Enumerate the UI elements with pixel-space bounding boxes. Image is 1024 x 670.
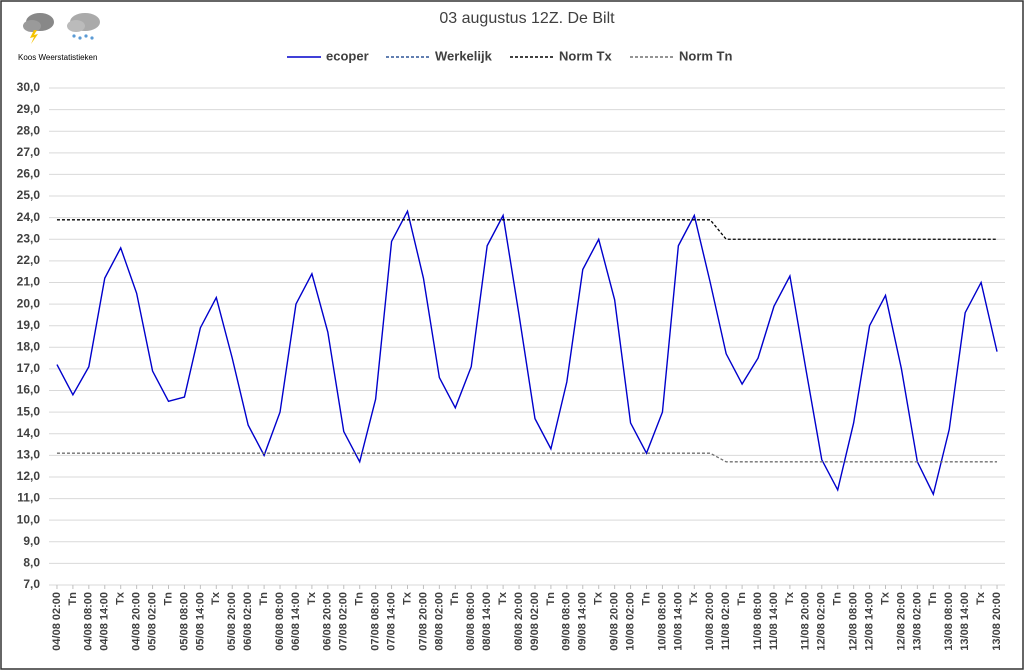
x-tick-label: Tn [640, 592, 652, 606]
y-tick-label: 22,0 [17, 253, 41, 267]
y-tick-label: 24,0 [17, 210, 41, 224]
legend-label: Norm Tn [679, 48, 733, 63]
y-tick-label: 9,0 [23, 534, 40, 548]
logo-text: Koos Weerstatistieken [18, 53, 97, 62]
x-tick-label: Tn [736, 592, 748, 606]
chart-title: 03 augustus 12Z. De Bilt [439, 10, 615, 27]
x-tick-label: Tx [306, 591, 318, 605]
x-tick-label: 11/08 14:00 [768, 592, 780, 650]
x-tick-label: 09/08 08:00 [561, 592, 573, 651]
x-tick-label: 11/08 20:00 [800, 592, 812, 650]
x-tick-label: Tx [688, 591, 700, 605]
legend-label: Werkelijk [435, 48, 493, 63]
x-tick-label: Tx [115, 591, 127, 605]
x-tick-label: Tx [401, 591, 413, 605]
x-tick-label: 08/08 14:00 [481, 592, 493, 651]
x-tick-label: 13/08 20:00 [991, 592, 1003, 651]
x-tick-label: 07/08 02:00 [338, 592, 350, 651]
x-tick-label: 11/08 08:00 [752, 592, 764, 650]
y-tick-label: 8,0 [23, 556, 40, 570]
x-tick-label: 11/08 02:00 [720, 592, 732, 650]
x-tick-label: Tn [162, 592, 174, 606]
x-tick-label: 05/08 02:00 [146, 592, 158, 651]
legend-label: ecoper [326, 48, 369, 63]
x-tick-label: 13/08 02:00 [911, 592, 923, 651]
y-tick-label: 19,0 [17, 318, 41, 332]
x-tick-label: Tn [545, 592, 557, 606]
x-tick-label: 09/08 14:00 [577, 592, 589, 651]
x-tick-label: Tx [975, 591, 987, 605]
x-tick-label: 06/08 14:00 [290, 592, 302, 651]
y-tick-label: 28,0 [17, 123, 41, 137]
y-tick-label: 23,0 [17, 231, 41, 245]
y-tick-label: 29,0 [17, 102, 41, 116]
x-tick-label: 05/08 08:00 [178, 592, 190, 651]
series-line [56, 209, 998, 497]
x-tick-label: Tn [927, 592, 939, 606]
x-tick-label: Tx [593, 591, 605, 605]
x-tick-label: 07/08 20:00 [417, 592, 429, 651]
x-tick-label: 08/08 20:00 [513, 592, 525, 651]
y-tick-label: 15,0 [17, 404, 41, 418]
y-tick-label: 21,0 [17, 275, 41, 289]
y-tick-label: 30,0 [17, 80, 41, 94]
y-tick-label: 20,0 [17, 296, 41, 310]
y-tick-label: 7,0 [23, 577, 40, 591]
x-tick-label: 12/08 14:00 [863, 592, 875, 651]
x-tick-label: Tn [449, 592, 461, 606]
y-tick-label: 11,0 [17, 491, 40, 505]
y-tick-label: 17,0 [17, 361, 41, 375]
x-tick-label: 06/08 20:00 [322, 592, 334, 651]
y-tick-label: 18,0 [17, 339, 41, 353]
x-tick-label: Tx [210, 591, 222, 605]
series-line [56, 219, 998, 240]
x-tick-label: Tx [879, 591, 891, 605]
y-tick-label: 26,0 [17, 167, 41, 181]
x-tick-label: 05/08 14:00 [194, 592, 206, 651]
x-tick-label: 04/08 14:00 [99, 592, 111, 651]
x-tick-label: 13/08 14:00 [959, 592, 971, 651]
x-tick-label: 08/08 02:00 [433, 592, 445, 651]
y-tick-label: 10,0 [17, 512, 41, 526]
x-tick-label: 13/08 08:00 [943, 592, 955, 651]
x-tick-label: 04/08 08:00 [83, 592, 95, 651]
x-tick-label: 09/08 20:00 [609, 592, 621, 651]
x-tick-label: 05/08 20:00 [226, 592, 238, 651]
x-tick-label: 09/08 02:00 [529, 592, 541, 651]
series-line [56, 452, 998, 463]
x-tick-label: 08/08 08:00 [465, 592, 477, 651]
y-tick-label: 12,0 [17, 469, 41, 483]
x-tick-label: 06/08 08:00 [274, 592, 286, 651]
x-tick-label: 07/08 14:00 [385, 592, 397, 651]
y-tick-label: 13,0 [17, 448, 41, 462]
x-tick-label: Tn [832, 592, 844, 606]
x-tick-label: 10/08 20:00 [704, 592, 716, 651]
x-tick-label: 06/08 02:00 [242, 592, 254, 651]
x-tick-label: 10/08 14:00 [672, 592, 684, 651]
x-tick-label: 12/08 02:00 [816, 592, 828, 651]
logo: Koos Weerstatistieken [18, 13, 100, 62]
x-tick-label: 12/08 20:00 [895, 592, 907, 651]
legend-label: Norm Tx [559, 48, 613, 63]
x-tick-label: Tn [67, 592, 79, 606]
x-tick-label: 07/08 08:00 [370, 592, 382, 651]
x-tick-label: 10/08 02:00 [624, 592, 636, 651]
x-tick-label: 04/08 02:00 [51, 592, 63, 651]
x-tick-label: 04/08 20:00 [131, 592, 143, 651]
y-tick-label: 27,0 [17, 145, 41, 159]
x-tick-label: Tx [784, 591, 796, 605]
x-tick-label: 10/08 08:00 [656, 592, 668, 651]
x-tick-label: Tn [258, 592, 270, 606]
y-tick-label: 16,0 [17, 383, 41, 397]
y-tick-label: 25,0 [17, 188, 41, 202]
x-tick-label: Tx [497, 591, 509, 605]
x-tick-label: Tn [354, 592, 366, 606]
y-tick-label: 14,0 [17, 426, 41, 440]
x-tick-label: 12/08 08:00 [848, 592, 860, 651]
